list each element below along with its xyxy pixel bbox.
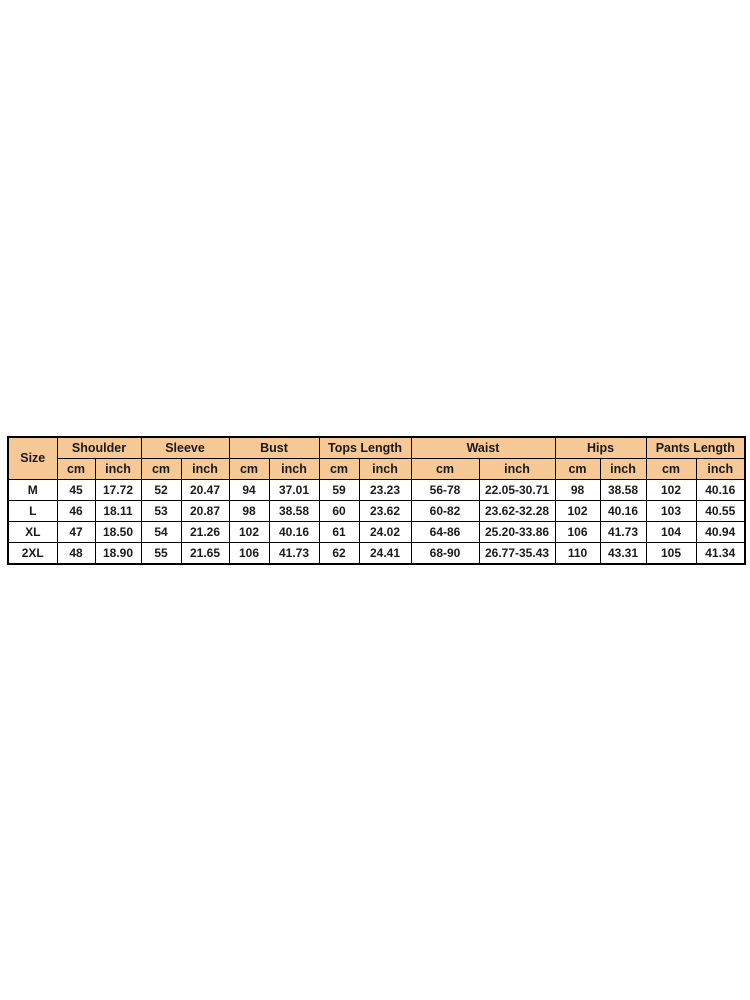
- cell-pants-length-cm: 104: [645, 521, 697, 543]
- cell-waist-inch: 23.62-32.28: [478, 500, 556, 522]
- cell-shoulder-cm: 46: [56, 500, 96, 522]
- table-row-xl: XL 47 18.50 54 21.26 102 40.16 61 24.02 …: [7, 521, 746, 543]
- cell-hips-cm: 98: [554, 479, 601, 501]
- cell-shoulder-inch: 18.90: [94, 542, 142, 565]
- group-header-waist: Waist: [410, 436, 556, 459]
- cell-shoulder-cm: 45: [56, 479, 96, 501]
- unit-header-bust-cm: cm: [228, 458, 270, 480]
- cell-tops-length-cm: 60: [318, 500, 360, 522]
- cell-pants-length-inch: 40.94: [695, 521, 746, 543]
- cell-bust-inch: 38.58: [268, 500, 320, 522]
- cell-shoulder-inch: 18.11: [94, 500, 142, 522]
- cell-sleeve-cm: 52: [140, 479, 182, 501]
- group-header-tops-length: Tops Length: [318, 436, 412, 459]
- unit-header-hips-cm: cm: [554, 458, 601, 480]
- unit-header-row: cm inch cm inch cm inch cm inch cm inch …: [8, 458, 746, 480]
- cell-pants-length-cm: 102: [645, 479, 697, 501]
- unit-header-sleeve-cm: cm: [140, 458, 182, 480]
- cell-bust-inch: 37.01: [268, 479, 320, 501]
- table-row-m: M 45 17.72 52 20.47 94 37.01 59 23.23 56…: [7, 479, 746, 501]
- group-header-row: Size Shoulder Sleeve Bust Tops Length Wa…: [7, 436, 746, 480]
- cell-hips-cm: 106: [554, 521, 601, 543]
- cell-waist-cm: 60-82: [410, 500, 480, 522]
- cell-bust-cm: 106: [228, 542, 270, 565]
- unit-header-waist-cm: cm: [410, 458, 480, 480]
- unit-header-shoulder-inch: inch: [94, 458, 142, 480]
- cell-sleeve-inch: 21.26: [180, 521, 230, 543]
- group-header-shoulder: Shoulder: [56, 436, 142, 459]
- table-row-l: L 46 18.11 53 20.87 98 38.58 60 23.62 60…: [7, 500, 746, 522]
- group-header-bust: Bust: [228, 436, 320, 459]
- unit-header-tops-length-cm: cm: [318, 458, 360, 480]
- cell-bust-inch: 41.73: [268, 542, 320, 565]
- cell-shoulder-cm: 47: [56, 521, 96, 543]
- cell-hips-inch: 43.31: [599, 542, 647, 565]
- cell-pants-length-inch: 41.34: [695, 542, 746, 565]
- cell-waist-cm: 56-78: [410, 479, 480, 501]
- cell-shoulder-inch: 17.72: [94, 479, 142, 501]
- size-label: 2XL: [7, 542, 58, 565]
- cell-tops-length-inch: 24.41: [358, 542, 412, 565]
- unit-header-bust-inch: inch: [268, 458, 320, 480]
- cell-waist-inch: 25.20-33.86: [478, 521, 556, 543]
- cell-sleeve-inch: 20.47: [180, 479, 230, 501]
- cell-sleeve-inch: 21.65: [180, 542, 230, 565]
- cell-bust-cm: 98: [228, 500, 270, 522]
- size-label: L: [7, 500, 58, 522]
- cell-sleeve-cm: 55: [140, 542, 182, 565]
- unit-header-hips-inch: inch: [599, 458, 647, 480]
- cell-tops-length-inch: 23.62: [358, 500, 412, 522]
- cell-tops-length-cm: 59: [318, 479, 360, 501]
- cell-bust-inch: 40.16: [268, 521, 320, 543]
- corner-size-header: Size: [7, 436, 58, 480]
- cell-sleeve-cm: 54: [140, 521, 182, 543]
- size-label: XL: [7, 521, 58, 543]
- cell-waist-inch: 22.05-30.71: [478, 479, 556, 501]
- size-chart: Size Shoulder Sleeve Bust Tops Length Wa…: [7, 436, 747, 565]
- size-chart-table: Size Shoulder Sleeve Bust Tops Length Wa…: [7, 436, 747, 565]
- cell-hips-cm: 102: [554, 500, 601, 522]
- cell-tops-length-cm: 61: [318, 521, 360, 543]
- cell-waist-cm: 64-86: [410, 521, 480, 543]
- cell-pants-length-cm: 105: [645, 542, 697, 565]
- unit-header-pants-length-inch: inch: [695, 458, 746, 480]
- table-row-2xl: 2XL 48 18.90 55 21.65 106 41.73 62 24.41…: [7, 542, 746, 565]
- size-label: M: [7, 479, 58, 501]
- unit-header-waist-inch: inch: [478, 458, 556, 480]
- cell-tops-length-cm: 62: [318, 542, 360, 565]
- cell-pants-length-cm: 103: [645, 500, 697, 522]
- cell-waist-cm: 68-90: [410, 542, 480, 565]
- group-header-hips: Hips: [554, 436, 647, 459]
- cell-hips-inch: 40.16: [599, 500, 647, 522]
- cell-bust-cm: 94: [228, 479, 270, 501]
- cell-tops-length-inch: 23.23: [358, 479, 412, 501]
- cell-shoulder-inch: 18.50: [94, 521, 142, 543]
- cell-waist-inch: 26.77-35.43: [478, 542, 556, 565]
- cell-pants-length-inch: 40.55: [695, 500, 746, 522]
- cell-hips-inch: 38.58: [599, 479, 647, 501]
- group-header-pants-length: Pants Length: [645, 436, 746, 459]
- unit-header-tops-length-inch: inch: [358, 458, 412, 480]
- unit-header-shoulder-cm: cm: [56, 458, 96, 480]
- cell-hips-inch: 41.73: [599, 521, 647, 543]
- unit-header-sleeve-inch: inch: [180, 458, 230, 480]
- cell-sleeve-inch: 20.87: [180, 500, 230, 522]
- cell-tops-length-inch: 24.02: [358, 521, 412, 543]
- cell-shoulder-cm: 48: [56, 542, 96, 565]
- cell-bust-cm: 102: [228, 521, 270, 543]
- unit-header-pants-length-cm: cm: [645, 458, 697, 480]
- cell-sleeve-cm: 53: [140, 500, 182, 522]
- cell-hips-cm: 110: [554, 542, 601, 565]
- cell-pants-length-inch: 40.16: [695, 479, 746, 501]
- group-header-sleeve: Sleeve: [140, 436, 230, 459]
